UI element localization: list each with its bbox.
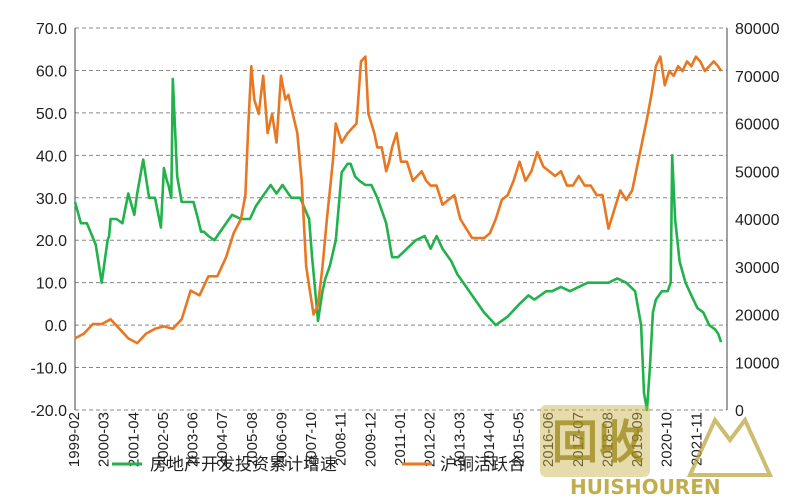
x-tick-label: 2005-08 [244,412,261,467]
x-tick-label: 1999-02 [66,412,83,467]
x-tick-label: 2008-11 [333,412,350,466]
x-tick-label: 2001-04 [125,412,142,467]
x-tick-label: 2018-08 [599,412,616,467]
left-tick-label: 40.0 [36,148,67,165]
right-tick-label: 30000 [735,260,780,277]
series-line-real-estate [73,77,723,412]
x-tick-label: 2000-03 [96,412,113,467]
right-y-axis: 0 10000 20000 30000 40000 50000 60000 70000 8000… [726,21,780,420]
x-tick-label: 2016-06 [540,412,557,467]
x-tick-label: 2019-09 [629,412,646,467]
series-line-copper [74,55,723,345]
left-tick-label: 30.0 [36,191,67,208]
left-tick-label: 20.0 [36,233,67,250]
x-tick-label: 2006-09 [273,412,290,467]
left-tick-label: 60.0 [36,63,67,80]
right-tick-label: 60000 [735,117,780,134]
x-axis: 1999-02 2000-03 2001-04 2002-05 2003-06 2004-… [66,412,705,467]
x-tick-label: 2004-07 [214,412,231,467]
legend: 房地产开发投资累计增速 沪铜活跃合 [112,455,525,475]
right-tick-label: 50000 [735,164,780,181]
x-tick-label: 2007-10 [303,412,320,467]
watermark-person-icon [686,416,774,477]
legend-label-copper: 沪铜活跃合 [440,455,525,475]
right-tick-label: 10000 [735,355,780,372]
right-tick-label: 0 [735,403,744,420]
x-tick-label: 2002-05 [155,412,172,467]
x-tick-label: 2015-05 [511,412,528,467]
x-tick-label: 2020-10 [659,412,676,467]
right-tick-label: 40000 [735,212,780,229]
watermark-badge [540,405,650,477]
right-tick-label: 80000 [735,21,780,38]
watermark-logo: 回收 HUISHOUREN [540,405,774,499]
series-layer [73,55,723,412]
x-tick-label: 2011-01 [392,412,409,466]
x-tick-label: 2012-02 [422,412,439,467]
x-tick-label: 2003-06 [185,412,202,467]
watermark-brand: HUISHOUREN [570,475,721,499]
x-tick-label: 2009-12 [362,412,379,467]
left-tick-label: 50.0 [36,106,67,123]
left-tick-label: -20.0 [31,403,68,420]
left-tick-label: 0.0 [45,318,67,335]
watermark-logo-text: 回收 [552,415,644,469]
x-tick-label: 2014-04 [481,412,498,467]
right-tick-label: 20000 [735,308,780,325]
left-tick-label: 10.0 [36,276,67,293]
left-y-axis: -20.0 -10.0 0.0 10.0 20.0 30.0 40.0 50.0 60.0 70.… [31,21,76,420]
left-tick-label: -10.0 [31,361,68,378]
x-tick-label: 2017-07 [570,412,587,467]
x-tick-label: 2013-03 [451,412,468,467]
legend-label-real-estate: 房地产开发投资累计增速 [150,455,337,475]
right-tick-label: 70000 [735,69,780,86]
left-tick-label: 70.0 [36,21,67,38]
